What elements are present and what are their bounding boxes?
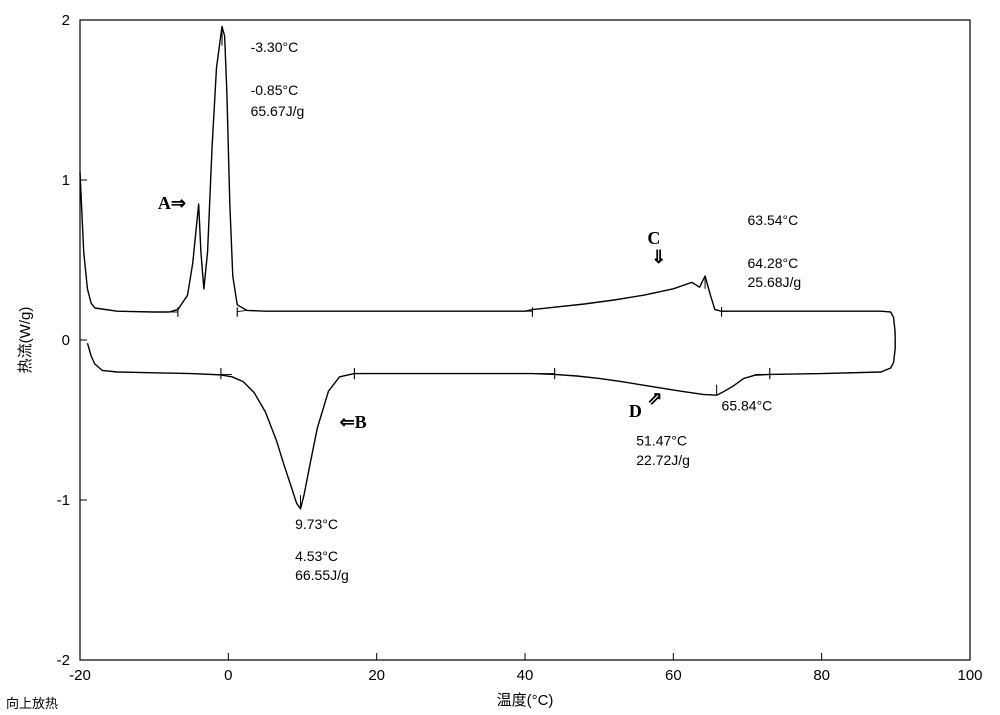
y-tick-label: -2 bbox=[57, 652, 70, 669]
peak-d-temp: 65.84°C bbox=[722, 397, 773, 413]
peak-c-marker: C bbox=[647, 228, 660, 248]
peak-d-arrow: ⇗ bbox=[647, 388, 662, 408]
chart-svg: -20 0 20 40 60 80 100 -2 -1 0 1 2 温度(°C) 热流(W/g) 向上放热 A… bbox=[0, 0, 1000, 715]
peak-b-marker: ⇐B bbox=[340, 412, 367, 432]
peak-b-temp: 9.73°C bbox=[295, 516, 338, 532]
x-tick-label: 0 bbox=[224, 667, 232, 684]
x-tick-label: 80 bbox=[813, 667, 830, 684]
peak-c-arrow: ⇓ bbox=[651, 247, 666, 267]
peak-c-temp: 64.28°C bbox=[748, 255, 799, 271]
peak-a-marker: A⇒ bbox=[158, 193, 186, 213]
chart-background bbox=[0, 0, 1000, 715]
peak-a-onset: -3.30°C bbox=[251, 39, 299, 55]
x-axis-label: 温度(°C) bbox=[497, 692, 554, 709]
dsc-chart: -20 0 20 40 60 80 100 -2 -1 0 1 2 温度(°C) 热流(W/g) 向上放热 A… bbox=[0, 0, 1000, 715]
peak-c-onset: 63.54°C bbox=[748, 212, 799, 228]
peak-b-enthalpy: 66.55J/g bbox=[295, 567, 349, 583]
exo-up-label: 向上放热 bbox=[6, 696, 58, 711]
y-tick-label: -1 bbox=[57, 492, 70, 509]
x-tick-label: 100 bbox=[957, 667, 982, 684]
peak-a-enthalpy: 65.67J/g bbox=[251, 103, 305, 119]
peak-a-temp: -0.85°C bbox=[251, 82, 299, 98]
peak-b-onset: 4.53°C bbox=[295, 548, 338, 564]
peak-c-enthalpy: 25.68J/g bbox=[748, 274, 802, 290]
peak-d-onset: 51.47°C bbox=[636, 433, 687, 449]
y-axis-label: 热流(W/g) bbox=[17, 307, 34, 374]
y-tick-label: 1 bbox=[62, 172, 70, 189]
x-tick-label: 40 bbox=[517, 667, 534, 684]
x-tick-label: 60 bbox=[665, 667, 682, 684]
y-tick-label: 0 bbox=[62, 332, 70, 349]
x-tick-label: 20 bbox=[368, 667, 385, 684]
y-tick-label: 2 bbox=[62, 12, 70, 29]
peak-d-enthalpy: 22.72J/g bbox=[636, 452, 690, 468]
x-tick-label: -20 bbox=[69, 667, 91, 684]
peak-d-marker: D bbox=[629, 401, 642, 421]
